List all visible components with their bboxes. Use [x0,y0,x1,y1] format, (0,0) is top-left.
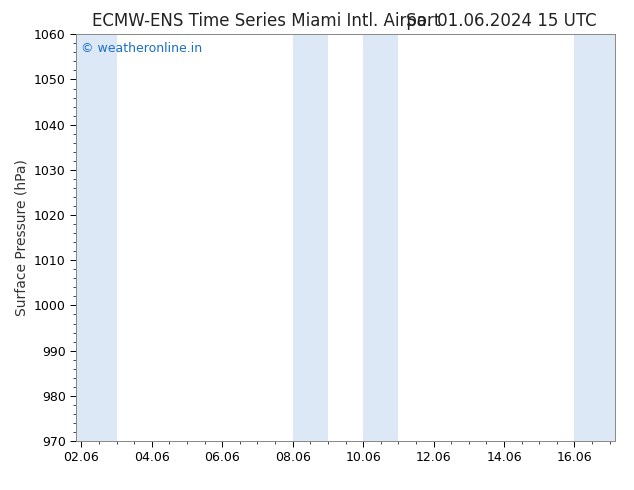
Bar [363,34,398,441]
Bar [293,34,328,441]
Text: Sa. 01.06.2024 15 UTC: Sa. 01.06.2024 15 UTC [406,12,596,30]
Bar [76,34,117,441]
Text: ECMW-ENS Time Series Miami Intl. Airport: ECMW-ENS Time Series Miami Intl. Airport [92,12,441,30]
Bar [574,34,615,441]
Text: © weatheronline.in: © weatheronline.in [81,43,203,55]
Y-axis label: Surface Pressure (hPa): Surface Pressure (hPa) [14,159,29,316]
